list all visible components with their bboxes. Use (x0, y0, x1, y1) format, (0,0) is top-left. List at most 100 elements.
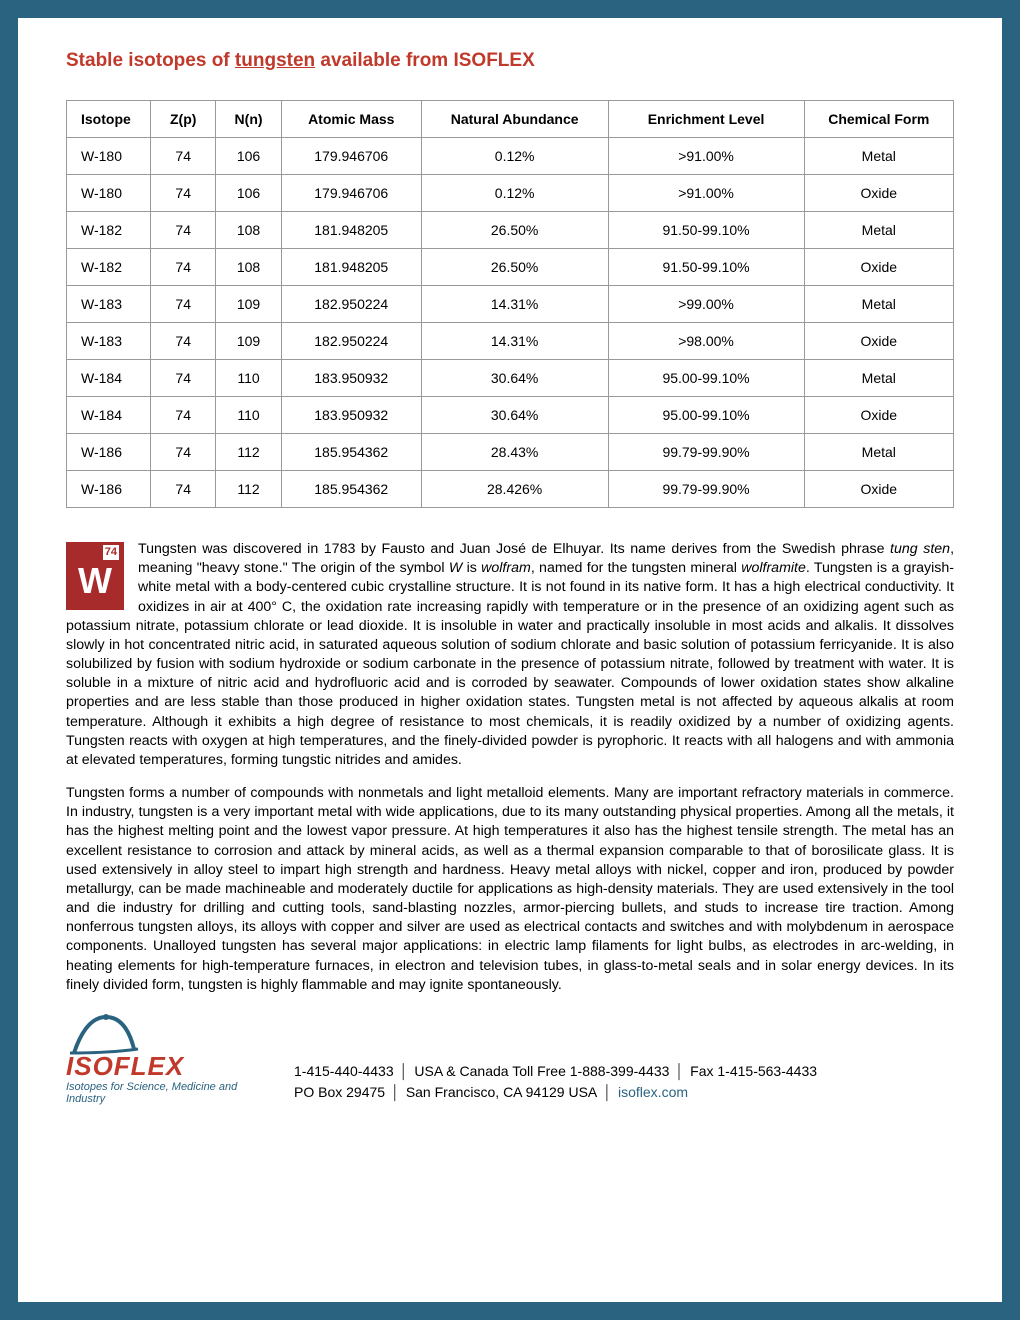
logo-swoosh-icon (66, 1009, 156, 1057)
table-cell: W-182 (67, 249, 151, 286)
table-cell: 74 (151, 471, 216, 508)
table-cell: 182.950224 (281, 323, 421, 360)
title-element: tungsten (235, 50, 315, 71)
table-cell: 183.950932 (281, 360, 421, 397)
table-cell: Metal (804, 138, 953, 175)
element-tile: 74 W (66, 542, 124, 610)
table-cell: W-180 (67, 175, 151, 212)
table-row: W-18274108181.94820526.50%91.50-99.10%Ox… (67, 249, 954, 286)
table-cell: W-186 (67, 434, 151, 471)
table-cell: 0.12% (421, 175, 608, 212)
table-cell: 74 (151, 360, 216, 397)
isotope-table: Isotope Z(p) N(n) Atomic Mass Natural Ab… (66, 100, 954, 508)
table-cell: 30.64% (421, 360, 608, 397)
table-cell: 110 (216, 397, 281, 434)
col-header: N(n) (216, 101, 281, 138)
table-row: W-18074106179.9467060.12%>91.00%Oxide (67, 175, 954, 212)
table-cell: 91.50-99.10% (608, 212, 804, 249)
paragraph-1: 74 W Tungsten was discovered in 1783 by … (66, 540, 954, 770)
table-cell: 95.00-99.10% (608, 397, 804, 434)
contact-line-2: PO Box 29475│San Francisco, CA 94129 USA… (294, 1082, 817, 1103)
table-cell: 181.948205 (281, 249, 421, 286)
table-cell: 74 (151, 138, 216, 175)
table-cell: W-180 (67, 138, 151, 175)
table-cell: 95.00-99.10% (608, 360, 804, 397)
table-cell: 108 (216, 249, 281, 286)
table-cell: W-184 (67, 397, 151, 434)
table-cell: 91.50-99.10% (608, 249, 804, 286)
logo-tagline: Isotopes for Science, Medicine and Indus… (66, 1081, 276, 1105)
table-cell: 106 (216, 138, 281, 175)
table-row: W-18274108181.94820526.50%91.50-99.10%Me… (67, 212, 954, 249)
table-cell: 99.79-99.90% (608, 471, 804, 508)
table-cell: 28.426% (421, 471, 608, 508)
table-cell: 74 (151, 286, 216, 323)
contact-line-1: 1-415-440-4433│USA & Canada Toll Free 1-… (294, 1061, 817, 1082)
table-cell: 182.950224 (281, 286, 421, 323)
col-header: Atomic Mass (281, 101, 421, 138)
col-header: Chemical Form (804, 101, 953, 138)
table-cell: Oxide (804, 175, 953, 212)
table-row: W-18374109182.95022414.31%>99.00%Metal (67, 286, 954, 323)
table-row: W-18074106179.9467060.12%>91.00%Metal (67, 138, 954, 175)
table-cell: Metal (804, 360, 953, 397)
col-header: Isotope (67, 101, 151, 138)
table-cell: 106 (216, 175, 281, 212)
table-cell: Oxide (804, 397, 953, 434)
table-cell: 74 (151, 434, 216, 471)
page-title: Stable isotopes of tungsten available fr… (66, 50, 954, 72)
table-cell: 185.954362 (281, 471, 421, 508)
table-cell: Metal (804, 434, 953, 471)
table-cell: >99.00% (608, 286, 804, 323)
title-prefix: Stable isotopes of (66, 50, 235, 71)
table-header-row: Isotope Z(p) N(n) Atomic Mass Natural Ab… (67, 101, 954, 138)
table-cell: 74 (151, 249, 216, 286)
description-text: 74 W Tungsten was discovered in 1783 by … (66, 540, 954, 995)
table-cell: Oxide (804, 323, 953, 360)
table-cell: >91.00% (608, 138, 804, 175)
contact-info: 1-415-440-4433│USA & Canada Toll Free 1-… (294, 1061, 817, 1105)
table-cell: Oxide (804, 249, 953, 286)
element-symbol: W (78, 560, 112, 601)
table-cell: W-186 (67, 471, 151, 508)
table-cell: 109 (216, 323, 281, 360)
table-cell: 109 (216, 286, 281, 323)
table-cell: 0.12% (421, 138, 608, 175)
table-cell: W-182 (67, 212, 151, 249)
table-cell: 26.50% (421, 249, 608, 286)
table-row: W-18474110183.95093230.64%95.00-99.10%Me… (67, 360, 954, 397)
table-cell: 74 (151, 175, 216, 212)
table-cell: W-183 (67, 323, 151, 360)
table-cell: 185.954362 (281, 434, 421, 471)
table-cell: Metal (804, 212, 953, 249)
table-cell: 112 (216, 471, 281, 508)
table-row: W-18674112185.95436228.426%99.79-99.90%O… (67, 471, 954, 508)
table-cell: W-184 (67, 360, 151, 397)
table-cell: 14.31% (421, 323, 608, 360)
table-cell: 110 (216, 360, 281, 397)
table-cell: Metal (804, 286, 953, 323)
table-cell: 28.43% (421, 434, 608, 471)
table-cell: 74 (151, 212, 216, 249)
table-row: W-18374109182.95022414.31%>98.00%Oxide (67, 323, 954, 360)
col-header: Natural Abundance (421, 101, 608, 138)
table-row: W-18474110183.95093230.64%95.00-99.10%Ox… (67, 397, 954, 434)
table-cell: W-183 (67, 286, 151, 323)
table-cell: 74 (151, 397, 216, 434)
table-cell: 179.946706 (281, 138, 421, 175)
company-logo: ISOFLEX Isotopes for Science, Medicine a… (66, 1009, 276, 1105)
table-cell: 26.50% (421, 212, 608, 249)
title-suffix: available from ISOFLEX (315, 50, 535, 71)
table-cell: Oxide (804, 471, 953, 508)
col-header: Z(p) (151, 101, 216, 138)
table-cell: 183.950932 (281, 397, 421, 434)
table-cell: 181.948205 (281, 212, 421, 249)
table-cell: 108 (216, 212, 281, 249)
table-cell: 99.79-99.90% (608, 434, 804, 471)
page-frame: Stable isotopes of tungsten available fr… (0, 0, 1020, 1320)
atomic-number: 74 (103, 545, 119, 560)
table-cell: >91.00% (608, 175, 804, 212)
table-cell: 14.31% (421, 286, 608, 323)
table-cell: >98.00% (608, 323, 804, 360)
table-row: W-18674112185.95436228.43%99.79-99.90%Me… (67, 434, 954, 471)
